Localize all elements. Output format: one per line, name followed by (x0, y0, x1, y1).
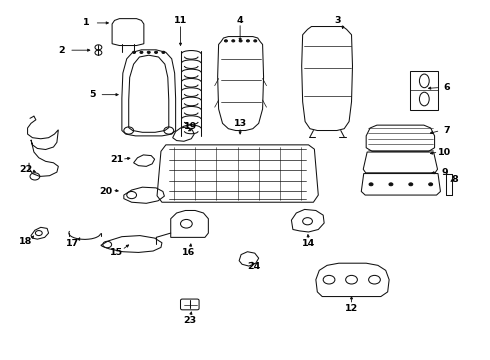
Circle shape (133, 51, 136, 53)
Text: 9: 9 (441, 168, 448, 177)
Circle shape (140, 51, 143, 53)
Circle shape (254, 40, 257, 42)
Text: 5: 5 (89, 90, 96, 99)
Text: 17: 17 (66, 239, 80, 248)
Circle shape (369, 183, 373, 186)
Circle shape (389, 183, 393, 186)
Text: 13: 13 (234, 119, 246, 128)
Text: 15: 15 (110, 248, 123, 257)
Text: 14: 14 (302, 239, 315, 248)
Circle shape (429, 183, 433, 186)
Bar (410, 71, 439, 110)
Circle shape (155, 51, 158, 53)
Circle shape (224, 40, 227, 42)
Circle shape (162, 51, 165, 53)
Text: 20: 20 (99, 187, 112, 196)
Circle shape (147, 51, 150, 53)
Text: 4: 4 (237, 16, 244, 25)
Text: 23: 23 (184, 316, 197, 325)
Text: 2: 2 (58, 46, 65, 55)
Text: 3: 3 (335, 16, 341, 25)
Circle shape (246, 40, 249, 42)
Text: 24: 24 (247, 262, 260, 271)
Text: 11: 11 (174, 16, 187, 25)
Circle shape (232, 40, 235, 42)
Text: 21: 21 (110, 155, 123, 164)
Text: 16: 16 (182, 248, 196, 257)
Text: 8: 8 (452, 175, 459, 184)
Text: 12: 12 (345, 304, 358, 313)
Circle shape (239, 40, 242, 42)
Text: 22: 22 (20, 166, 33, 175)
Circle shape (409, 183, 413, 186)
Text: 10: 10 (438, 148, 451, 157)
Text: 1: 1 (83, 18, 90, 27)
Text: 19: 19 (184, 122, 197, 131)
Text: 7: 7 (443, 126, 450, 135)
Text: 18: 18 (20, 237, 33, 246)
Text: 6: 6 (443, 83, 450, 92)
